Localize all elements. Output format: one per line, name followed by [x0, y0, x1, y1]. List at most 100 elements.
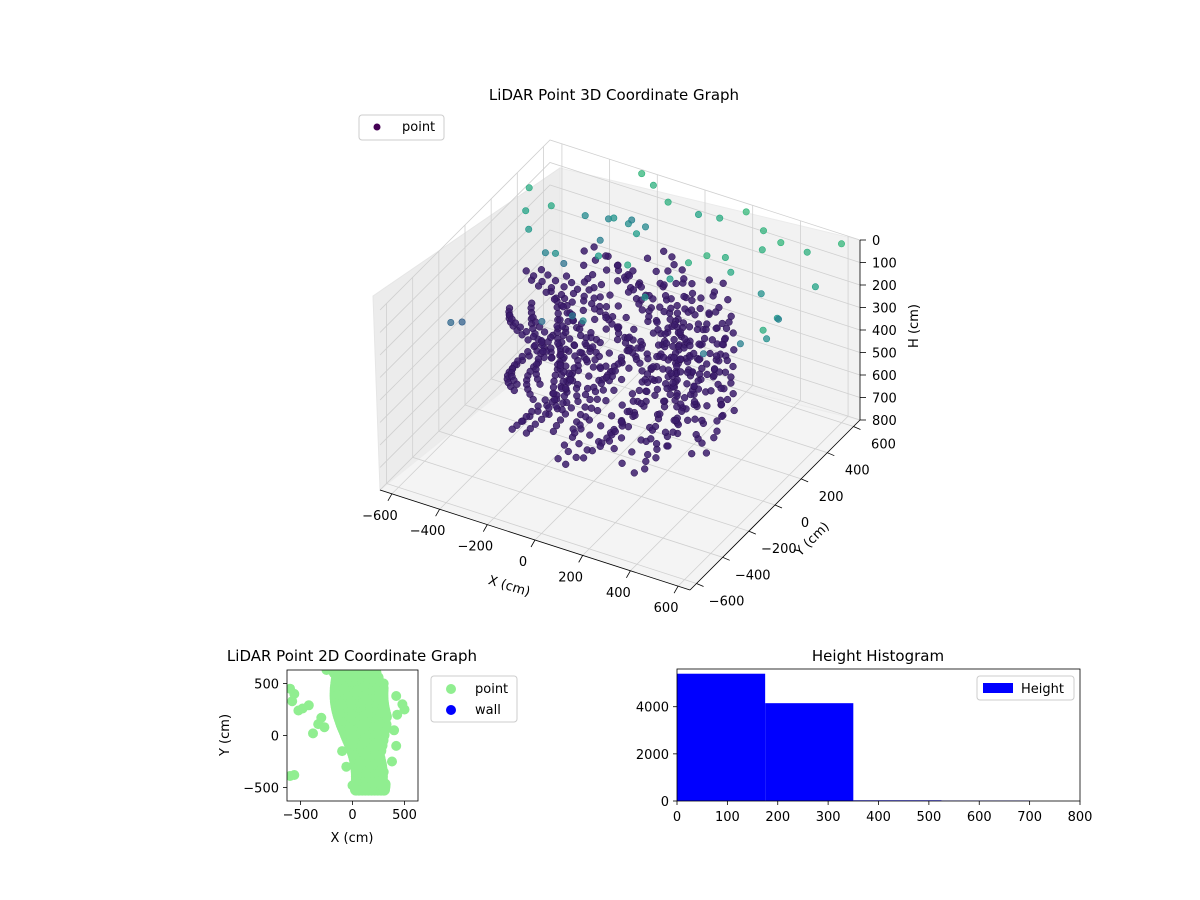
ring-point — [508, 425, 516, 433]
ring-point — [642, 457, 650, 466]
ring-point — [531, 341, 539, 350]
data-point — [522, 207, 530, 215]
data-point — [641, 293, 649, 301]
chart-2d-ylabel: Y (cm) — [218, 714, 233, 757]
y-tick — [748, 530, 757, 535]
chart-2d-title: LiDAR Point 2D Coordinate Graph — [227, 647, 477, 665]
chart-3d-title: LiDAR Point 3D Coordinate Graph — [489, 86, 739, 104]
ring-point — [570, 341, 579, 350]
z-tick-label: 300 — [872, 302, 897, 317]
ring-point — [694, 320, 703, 328]
z-axis-label: H (cm) — [907, 304, 922, 348]
ring-point — [580, 278, 589, 286]
data-point — [727, 268, 735, 276]
ring-point — [670, 261, 678, 269]
legend-label-point: point — [402, 120, 435, 135]
ring-point — [680, 292, 688, 301]
point-marker — [335, 699, 345, 710]
ring-point — [560, 368, 568, 376]
ring-point — [718, 319, 726, 328]
ring-point — [718, 340, 726, 348]
ring-point — [713, 427, 721, 435]
ring-point — [717, 400, 726, 409]
ring-point — [575, 440, 583, 448]
data-point — [547, 202, 555, 210]
x-axis-label: X (cm) — [486, 573, 532, 600]
ring-point — [591, 315, 599, 324]
ring-point — [670, 353, 678, 362]
ring-point — [703, 360, 711, 368]
data-point — [579, 317, 587, 325]
ring-point — [579, 306, 587, 315]
ring-point — [649, 363, 657, 371]
ring-point — [678, 407, 686, 415]
ring-point — [562, 272, 571, 280]
grid-line — [379, 139, 861, 311]
ring-point — [611, 427, 619, 436]
ring-point — [703, 370, 711, 379]
z-tick-label: 0 — [872, 234, 880, 249]
ring-point — [541, 396, 549, 404]
ring-point — [613, 261, 622, 270]
data-point — [458, 318, 466, 326]
ring-point — [652, 267, 660, 276]
ring-point — [622, 313, 630, 322]
chart-3d-points — [447, 170, 845, 477]
ring-point — [547, 344, 555, 352]
ring-point — [607, 412, 616, 420]
legend-frame — [976, 675, 1075, 701]
ring-point — [654, 326, 662, 334]
legend-marker-wall — [446, 705, 456, 715]
ring-point — [669, 342, 677, 350]
ring-point — [670, 335, 678, 344]
ring-point — [606, 291, 614, 299]
y-tick — [722, 556, 730, 561]
chart-3d: LiDAR Point 3D Coordinate Graph −600 −400… — [358, 86, 922, 616]
data-point — [742, 208, 750, 216]
x-tick-label: 400 — [606, 586, 631, 601]
x-tick-label: 200 — [558, 570, 583, 585]
ring-point — [706, 349, 714, 358]
ring-point — [718, 412, 726, 421]
ring-point — [673, 392, 681, 400]
legend-marker-point — [446, 684, 456, 694]
ring-point — [562, 328, 570, 337]
ring-point — [528, 407, 536, 416]
ring-point — [591, 356, 599, 364]
ring-point — [730, 346, 738, 354]
x-tick — [626, 570, 631, 578]
x-tick-label: 0 — [348, 808, 356, 823]
chart-3d-legend: point — [358, 114, 445, 141]
z-tick-label: 800 — [872, 414, 897, 429]
ring-point — [629, 267, 637, 275]
ring-point — [610, 386, 618, 394]
ring-point — [559, 377, 567, 386]
x-tick — [387, 493, 393, 502]
data-point — [525, 225, 533, 233]
ring-point — [722, 324, 731, 333]
grid-line — [379, 184, 861, 356]
data-point — [811, 283, 819, 291]
ring-point — [580, 297, 588, 305]
ring-point — [617, 375, 626, 384]
y-tick-label: −400 — [735, 568, 771, 583]
x-tick-label: 100 — [715, 810, 740, 825]
point-marker — [319, 722, 330, 733]
ring-point — [683, 368, 692, 377]
data-point — [638, 170, 646, 178]
ring-point — [552, 422, 561, 430]
ring-point — [558, 406, 566, 414]
ring-point — [680, 275, 688, 283]
x-tick-label: 200 — [765, 810, 790, 825]
ring-point — [664, 366, 673, 374]
ring-point — [554, 339, 562, 347]
x-tick-label: 600 — [654, 601, 679, 616]
ring-point — [684, 416, 692, 424]
ring-point — [643, 378, 652, 387]
ring-point — [698, 439, 706, 447]
ring-point — [698, 416, 706, 425]
ring-point — [553, 328, 561, 337]
ring-point — [637, 344, 645, 352]
ring-point — [539, 347, 547, 356]
